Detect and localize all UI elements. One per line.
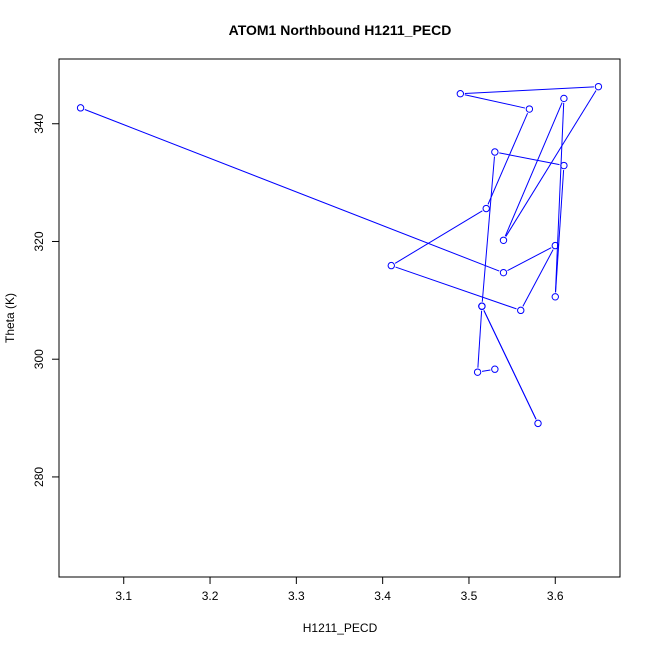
series-line-segment — [487, 112, 529, 205]
x-tick-label: 3.3 — [288, 589, 305, 603]
series-line-segment — [499, 152, 560, 166]
series-line-segment — [554, 102, 565, 293]
series-line-segment — [477, 310, 483, 368]
series-line-segment — [464, 94, 526, 109]
x-tick-label: 3.4 — [374, 589, 391, 603]
y-tick-label: 340 — [32, 113, 46, 133]
data-point — [478, 302, 486, 310]
series-line-segment — [483, 310, 537, 420]
data-point — [491, 148, 499, 156]
y-tick-label: 280 — [32, 467, 46, 487]
series-line-segment — [395, 266, 517, 310]
data-point — [534, 419, 542, 428]
data-point — [387, 261, 395, 270]
x-axis: 3.1 3.2 3.3 3.4 3.5 3.6 — [115, 577, 564, 603]
data-point — [551, 241, 559, 250]
plot-frame — [58, 58, 621, 578]
x-axis-label: H1211_PECD — [303, 621, 378, 635]
data-point — [499, 268, 508, 277]
series-line-segment — [555, 170, 565, 293]
series-line-segment — [394, 210, 483, 264]
y-axis: 280 300 320 340 — [32, 113, 59, 487]
data-point — [482, 204, 490, 213]
series-line-segment — [504, 102, 563, 237]
data-point — [499, 236, 508, 245]
series-line-segment — [507, 247, 552, 272]
x-tick-label: 3.2 — [202, 589, 219, 603]
data-point — [525, 105, 534, 113]
data-point — [551, 293, 559, 301]
data-point — [560, 94, 568, 103]
x-tick-label: 3.1 — [115, 589, 132, 603]
data-point — [560, 161, 568, 170]
data-point — [517, 306, 525, 315]
x-tick-label: 3.6 — [547, 589, 564, 603]
data-point — [473, 368, 482, 376]
y-axis-label: Theta (K) — [3, 293, 17, 343]
series-line-segment — [481, 369, 491, 372]
data-point — [594, 82, 603, 91]
series-line-segment — [481, 156, 495, 302]
y-tick-label: 320 — [32, 231, 46, 251]
data-point — [491, 365, 499, 373]
series-line-segment — [522, 249, 554, 307]
series-layer — [76, 82, 603, 428]
data-point — [76, 104, 85, 112]
y-tick-label: 300 — [32, 349, 46, 369]
chart-title: ATOM1 Northbound H1211_PECD — [229, 22, 452, 38]
series-line-segment — [464, 86, 594, 94]
data-point — [456, 90, 465, 98]
series-line-segment — [84, 109, 500, 272]
x-tick-label: 3.5 — [461, 589, 478, 603]
